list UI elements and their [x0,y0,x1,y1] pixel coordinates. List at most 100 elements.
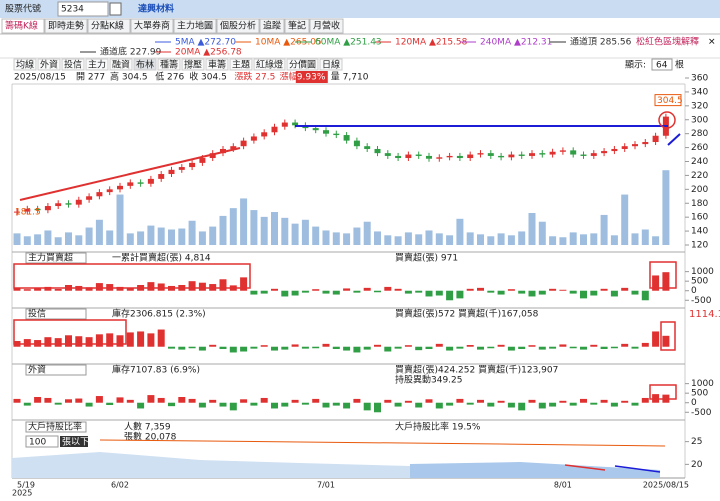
net-bar [404,400,412,403]
candle [281,122,288,127]
panel-selector[interactable] [25,252,87,264]
highlight [13,319,127,345]
tab[interactable] [284,18,310,34]
net-bar [126,332,134,347]
y-tick-label: 360 [691,74,708,84]
net-bar [137,402,145,409]
panel-selector[interactable] [25,308,87,320]
tool-button[interactable] [157,58,181,71]
tool-button[interactable] [85,58,109,71]
net-bar [219,346,227,350]
candle [570,150,577,155]
net-bar [384,399,392,403]
search[interactable] [109,2,122,16]
net-bar [662,335,670,347]
volume-bar [271,212,278,245]
tool-button[interactable] [61,58,85,71]
net-bar [95,396,103,403]
tab-label: 大單券商 [134,20,170,32]
net-bar [518,402,526,411]
y-tick-label: 260 [691,143,708,153]
net-bar [394,346,402,349]
net-bar [229,402,237,411]
net-bar [487,402,495,407]
volume-bar [126,233,134,245]
tab[interactable] [130,18,174,34]
holder-text: 張數 20,078 [124,431,177,443]
candle [24,208,31,212]
net-bar [137,331,145,347]
tool-label: 分價圖 [289,60,316,71]
tool-button[interactable] [286,58,319,71]
tool-button[interactable] [109,58,133,71]
close[interactable]: ✕ [708,38,716,48]
volume-bar [652,236,660,245]
net-bar [332,346,340,350]
net-bar [332,290,340,295]
net-bar [590,344,598,347]
net-bar [487,290,495,293]
tool-button[interactable] [319,58,343,71]
net-bar [363,346,371,350]
net-bar [23,402,31,406]
legend-label: 通道底 227.99 [100,46,162,58]
net-bar [23,339,31,347]
tool-button[interactable] [37,58,61,71]
volume-bar [425,230,433,245]
code: 5234 [61,5,84,15]
y-tick-label: 140 [691,227,708,237]
net-bar [301,290,309,293]
y-tick-label: 120 [691,241,708,251]
candle [549,151,556,155]
display-input[interactable] [651,58,673,71]
volume-bar [23,236,31,245]
holder-legend: 大戶持股比率 19.5% [395,421,481,433]
volume-bar [662,170,670,245]
tool-button[interactable] [181,58,205,71]
select[interactable] [25,435,59,448]
panel-selector[interactable] [25,421,87,433]
candle [209,153,216,159]
last-price-box [654,94,682,107]
tool-button[interactable] [253,58,286,71]
legend-label: 10MA ▲265.05 [255,38,322,48]
tool-button[interactable] [133,58,157,71]
tab[interactable] [87,18,131,34]
tool-button[interactable] [229,58,253,71]
tool-button[interactable] [205,58,229,71]
candle [323,130,329,134]
net-bar [240,399,248,403]
net-bar [497,344,505,347]
tab[interactable] [259,18,285,34]
net-bar [116,397,124,403]
tab[interactable] [309,18,344,34]
tab[interactable] [1,18,45,34]
top-bar [0,0,720,18]
net-bar [435,290,443,296]
net-bar [271,402,278,409]
code-input[interactable] [57,1,109,17]
candle [436,157,443,159]
volume-bar [85,227,93,245]
candle [559,150,566,152]
panel-selector[interactable] [25,364,87,376]
net-bar [631,402,639,406]
net-bar [281,346,289,350]
net-bar [54,289,62,291]
tab[interactable] [173,18,217,34]
display-label: 顯示: [625,60,646,71]
help-link[interactable]: 松紅色區塊解釋 [636,36,699,48]
holder-area [410,462,660,478]
candle [487,153,494,156]
volume-bar [621,194,629,245]
volume-bar [569,232,577,245]
panel-label: 主力買賣超 [28,252,73,264]
net-bar [54,338,62,347]
tab[interactable] [216,18,260,34]
tab[interactable] [44,18,88,34]
info-item: 漲幅 [280,71,298,83]
net-bar [621,400,629,403]
tool-button[interactable] [13,58,37,71]
tool-label: 主力 [88,59,106,71]
net-bar [600,288,608,291]
